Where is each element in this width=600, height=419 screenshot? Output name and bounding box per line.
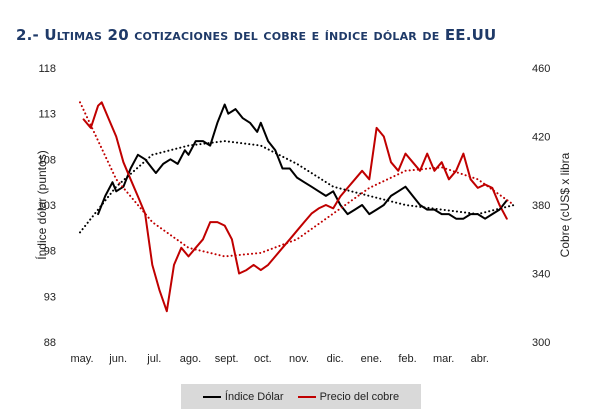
series-line-0: [97, 103, 508, 220]
x-axis-tick-label: ago.: [180, 353, 201, 365]
series-line-1: [82, 101, 508, 313]
left-axis-tick-label: 88: [44, 337, 56, 349]
legend-swatch-dollar-index: [202, 395, 221, 398]
trend-line-3: [79, 101, 515, 258]
legend-item-dollar-index: Índice Dólar: [202, 390, 284, 403]
x-axis-tick-label: jun.: [108, 353, 127, 365]
legend-label-dollar-index: Índice Dólar: [224, 390, 284, 403]
x-axis-tick-label: mar.: [433, 353, 454, 365]
legend-item-copper-price: Precio del cobre: [297, 390, 400, 403]
trend-line-2: [79, 140, 515, 234]
x-axis-tick-label: oct.: [254, 353, 272, 365]
left-axis-tick-label: 98: [44, 246, 56, 258]
right-axis-tick-label: 460: [532, 63, 550, 75]
right-axis-tick-label: 420: [532, 132, 550, 144]
x-axis-tick-label: jul.: [146, 353, 161, 365]
legend-swatch-copper-price: [297, 395, 316, 398]
x-axis-tick-label: nov.: [289, 353, 309, 365]
legend-label-copper-price: Precio del cobre: [319, 390, 400, 403]
right-axis-tick-label: 300: [532, 337, 550, 349]
chart-title: 2.- Ultimas 20 cotizaciones del cobre e …: [16, 26, 497, 44]
left-axis-label: Índice dólar (puntos): [34, 150, 49, 259]
x-axis-tick-label: abr.: [471, 353, 489, 365]
x-axis-tick-label: feb.: [398, 353, 416, 365]
x-axis-tick-label: may.: [70, 353, 93, 365]
right-axis-label: Cobre (cUS$ x libra: [558, 152, 572, 257]
x-axis-tick-label: dic.: [327, 353, 344, 365]
chart-legend: Índice Dólar Precio del cobre: [181, 384, 421, 409]
left-axis-tick-label: 103: [38, 200, 56, 212]
x-axis-tick-label: sept.: [215, 353, 239, 365]
left-axis-tick-label: 118: [38, 63, 56, 75]
left-axis-tick-label: 108: [38, 154, 56, 166]
right-axis-tick-label: 340: [532, 269, 550, 281]
left-axis-tick-label: 113: [38, 109, 56, 121]
left-axis-tick-label: 93: [44, 291, 56, 303]
right-axis-tick-label: 380: [532, 200, 550, 212]
x-axis-tick-label: ene.: [361, 353, 382, 365]
